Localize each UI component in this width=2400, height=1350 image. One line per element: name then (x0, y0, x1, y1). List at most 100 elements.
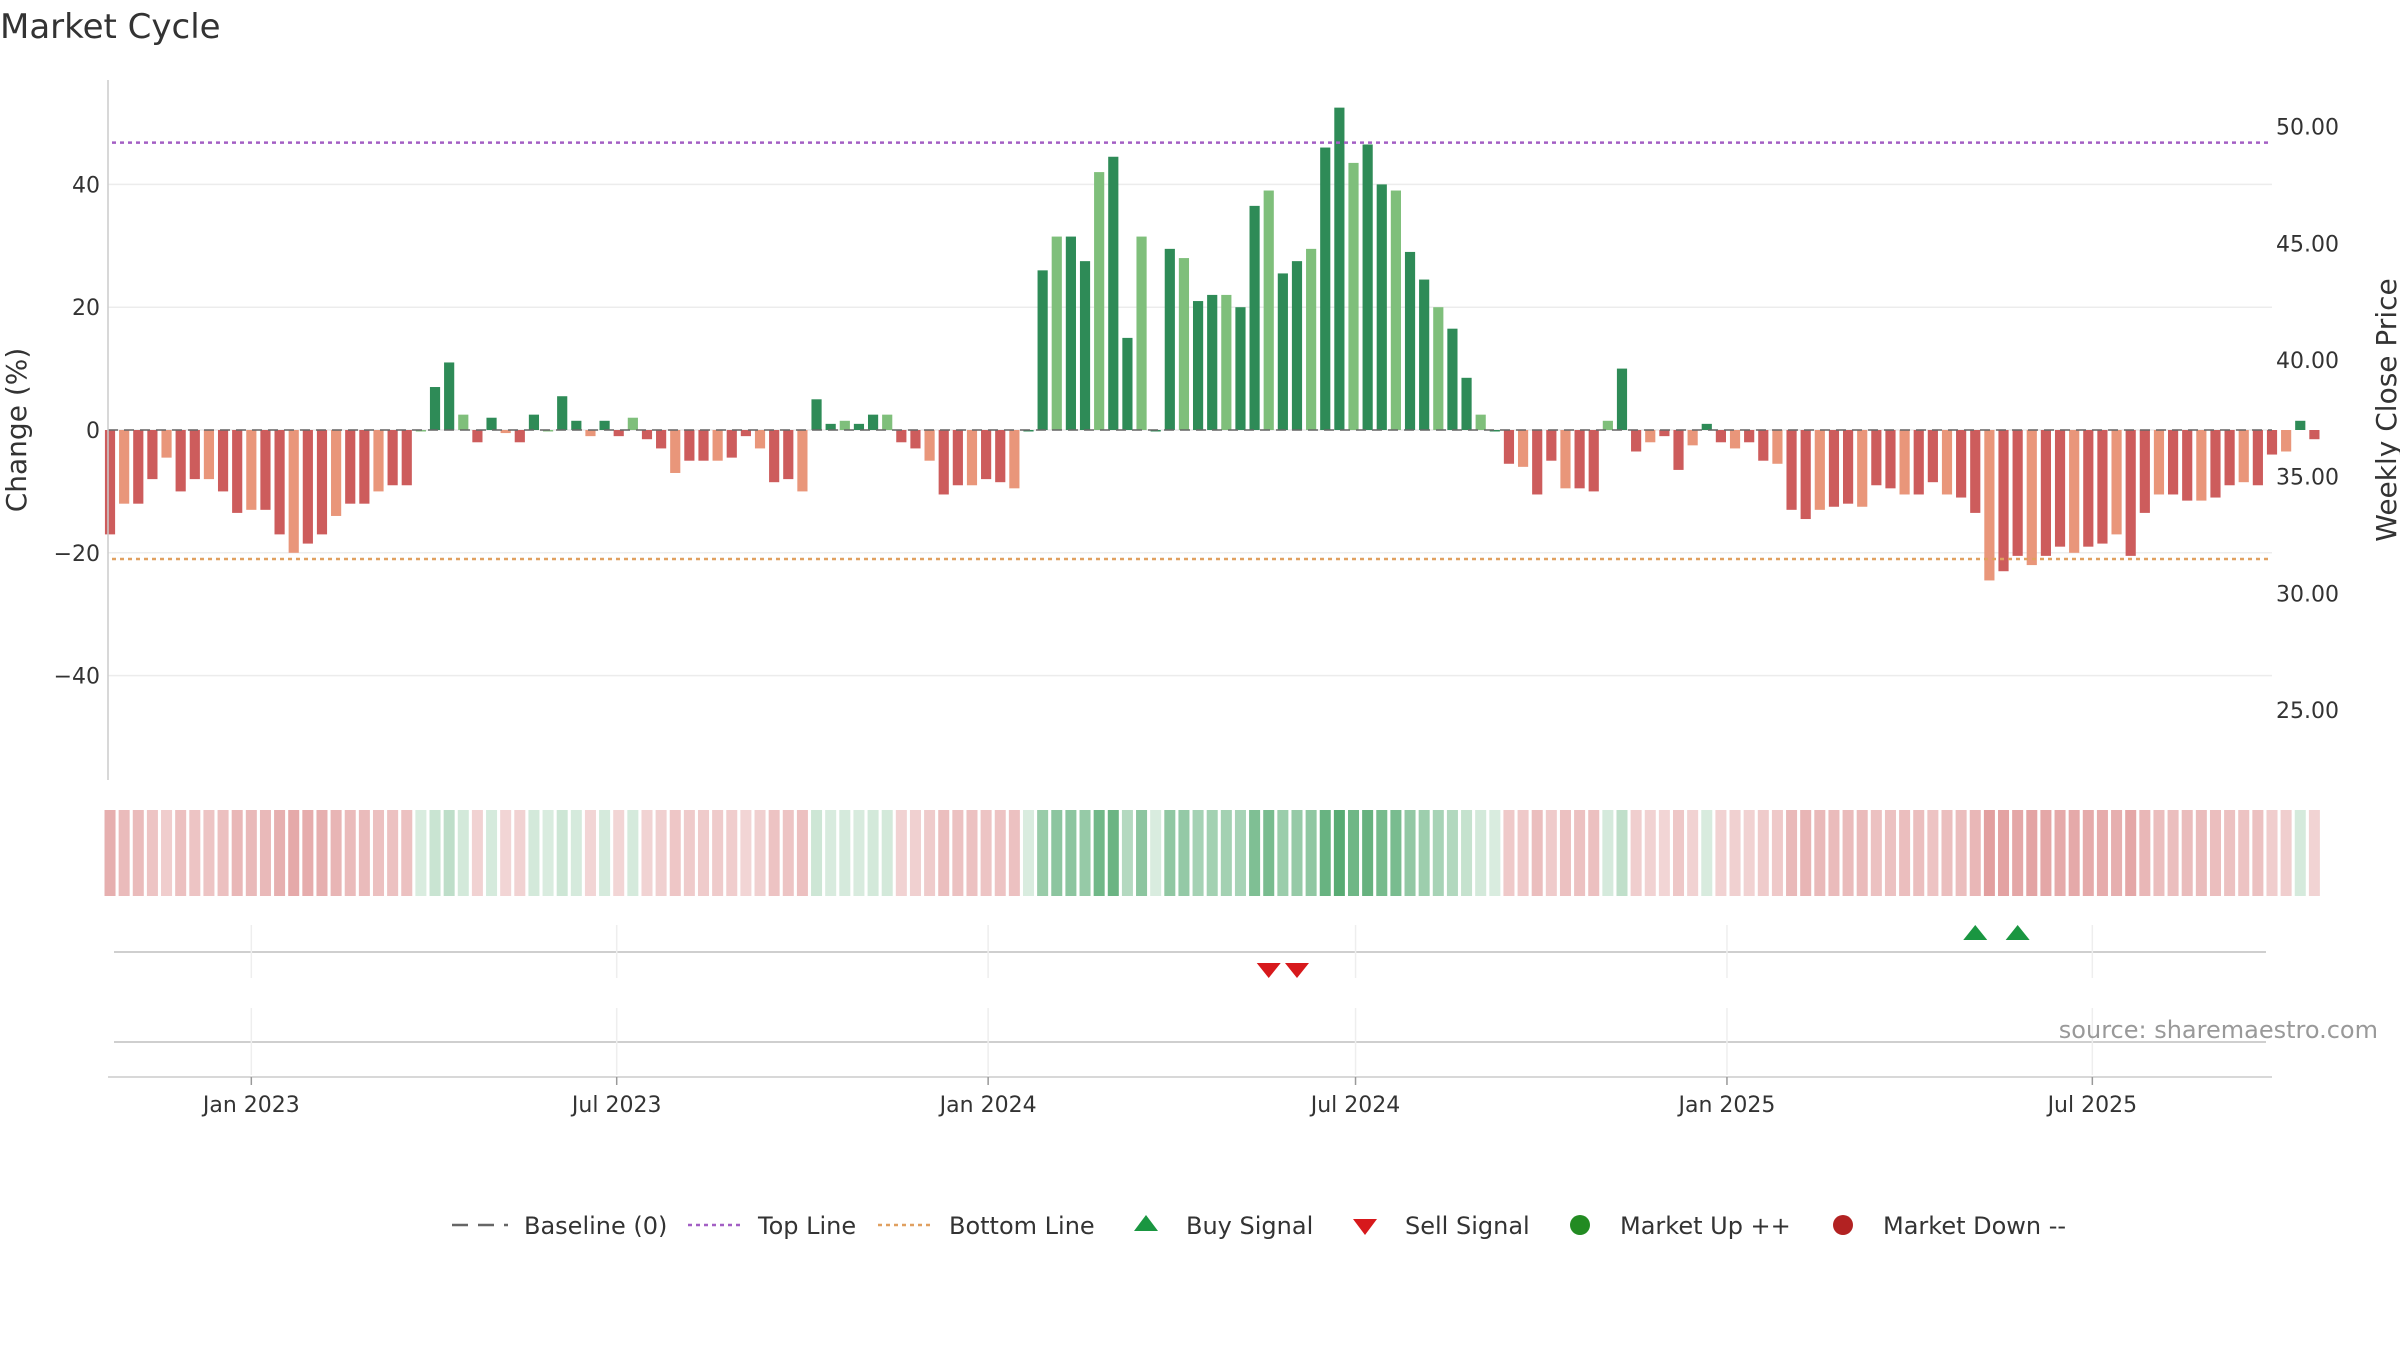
heat-cell (1588, 810, 1600, 896)
heat-cell (1941, 810, 1953, 896)
heat-cell (853, 810, 865, 896)
bar (1503, 430, 1515, 464)
heat-cell (1008, 810, 1020, 896)
heat-cell (1743, 810, 1755, 896)
heat-cell (1870, 810, 1882, 896)
heat-cell (2040, 810, 2052, 896)
heat-cell (1051, 810, 1063, 896)
bar (1334, 107, 1345, 430)
bar (486, 417, 497, 430)
heat-cell (1150, 810, 1162, 896)
legend-sell-icon (1353, 1219, 1377, 1235)
y-left-tick-label: 40 (72, 173, 100, 198)
heat-cell (712, 810, 724, 896)
bar (769, 430, 780, 483)
heat-cell (1404, 810, 1416, 896)
bar (2210, 430, 2221, 498)
bar (811, 399, 822, 430)
heat-cell (1800, 810, 1812, 896)
heat-cell (1927, 810, 1939, 896)
bar (882, 414, 893, 430)
bar (754, 430, 766, 449)
heat-cell (1503, 810, 1515, 896)
x-tick-label: Jul 2025 (2046, 1093, 2138, 1118)
bar (1221, 294, 1232, 430)
y-axis-right-label: Weekly Close Price (2370, 278, 2400, 541)
heat-cell (881, 810, 893, 896)
heat-cell (924, 810, 936, 896)
heat-cell (1037, 810, 1049, 896)
heat-cell (2068, 810, 2080, 896)
legend-label: Top Line (757, 1212, 856, 1240)
heat-cell (457, 810, 469, 896)
heat-cell (2153, 810, 2165, 896)
bar (1178, 258, 1190, 430)
bar (1517, 430, 1529, 467)
source-label: source: sharemaestro.com (2059, 1016, 2378, 1044)
bar (995, 430, 1006, 483)
heat-cell (2111, 810, 2123, 896)
heat-cell (1234, 810, 1246, 896)
bar (684, 430, 695, 461)
heat-cell (2209, 810, 2221, 896)
bar (331, 430, 342, 516)
heat-cell (132, 810, 144, 896)
x-tick-label: Jul 2023 (570, 1093, 662, 1118)
bar (641, 430, 653, 440)
x-tick-label: Jan 2025 (1677, 1093, 1776, 1118)
bar (1970, 430, 1981, 513)
bar (613, 430, 624, 437)
bar (147, 430, 158, 480)
heat-cell (1856, 810, 1868, 896)
heat-cell (528, 810, 540, 896)
heat-cell (796, 810, 808, 896)
y-right-tick-label: 50.00 (2276, 116, 2339, 141)
bar (119, 430, 130, 504)
bar (302, 430, 313, 544)
heat-cell (1432, 810, 1444, 896)
bar (1094, 172, 1105, 430)
heat-cell (2026, 810, 2038, 896)
y-axis-left-label: Change (%) (0, 348, 33, 513)
bar (1348, 162, 1359, 431)
bar (133, 430, 144, 504)
buy-signal-marker (2005, 925, 2030, 940)
bar (189, 430, 200, 480)
heat-cell (1616, 810, 1628, 896)
heat-cell (1715, 810, 1727, 896)
heat-cell (782, 810, 794, 896)
bar (853, 423, 865, 430)
heat-cell (1390, 810, 1402, 896)
bar (2139, 430, 2150, 513)
y-left-tick-label: 20 (72, 296, 100, 321)
heat-cell (1263, 810, 1275, 896)
heat-cell (1107, 810, 1119, 896)
bar (1546, 430, 1557, 461)
heat-cell (811, 810, 823, 896)
bar (1814, 430, 1825, 510)
bar (2083, 430, 2094, 547)
bar (1744, 430, 1755, 443)
heat-cell (203, 810, 215, 896)
heat-cell (839, 810, 851, 896)
legend-label: Baseline (0) (524, 1212, 667, 1240)
bar (1828, 430, 1840, 507)
bar (571, 420, 582, 430)
heat-cell (1418, 810, 1430, 896)
heat-cell (1644, 810, 1656, 896)
heat-cell (1136, 810, 1148, 896)
heat-cell (1630, 810, 1642, 896)
bar (1362, 144, 1373, 430)
bar (1800, 430, 1811, 520)
heat-cell (1531, 810, 1543, 896)
legend-label: Market Down -- (1883, 1212, 2066, 1240)
bar (1616, 368, 1628, 430)
legend-buy-icon (1134, 1215, 1158, 1231)
heat-cell (2012, 810, 2024, 896)
bar (345, 430, 356, 504)
bar (2196, 430, 2207, 501)
heat-cell (1602, 810, 1614, 896)
heat-cell (443, 810, 455, 896)
heat-cell (2139, 810, 2151, 896)
